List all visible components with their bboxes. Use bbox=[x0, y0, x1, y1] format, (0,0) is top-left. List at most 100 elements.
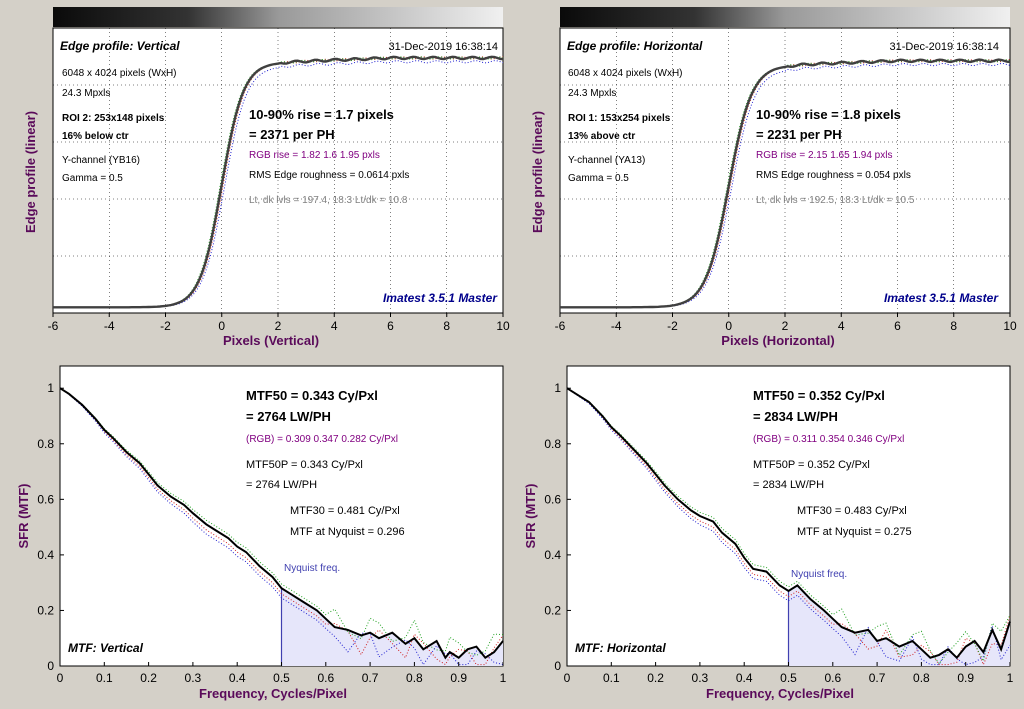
edge-vertical-gamma: Gamma = 0.5 bbox=[62, 173, 123, 184]
grayscale-strip-left bbox=[53, 7, 503, 27]
mtf-horizontal-rgb-line bbox=[566, 387, 1011, 666]
edge-horizontal-levels: Lt, dk lvls = 192.5, 18.3 Lt/dk = 10.5 bbox=[756, 195, 915, 206]
edge-horizontal-edge-line bbox=[560, 62, 1011, 308]
edge-vertical-mp: 24.3 Mpxls bbox=[62, 88, 110, 99]
edge-horizontal-x-ticks: -6 -4 -2 0 2 4 6 8 10 bbox=[555, 313, 1017, 333]
edge-vertical-curves bbox=[53, 55, 504, 309]
mtf-horizontal-xlabel: Frequency, Cycles/Pixel bbox=[706, 686, 854, 701]
mtf-vertical-y-tick-label: 0.6 bbox=[37, 492, 54, 506]
edge-horizontal-x-tick-label: -6 bbox=[555, 319, 566, 333]
edge-horizontal-dims: 6048 x 4024 pixels (WxH) bbox=[568, 68, 683, 79]
mtf-vertical-x-tick-label: 0 bbox=[57, 671, 64, 685]
mtf-horizontal-x-tick-label: 0.1 bbox=[603, 671, 620, 685]
mtf-horizontal-title: MTF: Horizontal bbox=[575, 641, 666, 655]
mtf-vertical-y-tick-label: 0 bbox=[47, 659, 54, 673]
edge-horizontal-x-tick-label: 8 bbox=[950, 319, 957, 333]
edge-vertical-edge-line bbox=[53, 55, 504, 309]
edge-vertical-rise: 10-90% rise = 1.7 pixels bbox=[249, 107, 394, 122]
edge-horizontal-x-tick-label: 2 bbox=[782, 319, 789, 333]
edge-horizontal-plot-area bbox=[559, 27, 1011, 314]
mtf-vertical-x-tick-label: 0.1 bbox=[96, 671, 113, 685]
mtf-vertical-y-ticks: 0 0.2 0.4 0.6 0.8 1 bbox=[37, 381, 64, 673]
mtf-horizontal-x-tick-label: 0.8 bbox=[913, 671, 930, 685]
edge-horizontal-rise: 10-90% rise = 1.8 pixels bbox=[756, 107, 901, 122]
edge-horizontal-ylabel: Edge profile (linear) bbox=[530, 111, 545, 233]
mtf-horizontal-nyquist-value: MTF at Nyquist = 0.275 bbox=[797, 526, 912, 538]
mtf-vertical-nyquist-region bbox=[280, 588, 503, 666]
edge-vertical-per-ph: = 2371 per PH bbox=[249, 127, 335, 142]
mtf-vertical-x-tick-label: 0.5 bbox=[273, 671, 290, 685]
edge-horizontal-rms: RMS Edge roughness = 0.054 pxls bbox=[756, 170, 911, 181]
mtf-vertical-mtf50p: MTF50P = 0.343 Cy/Pxl bbox=[246, 459, 363, 471]
mtf-horizontal-mtf-line bbox=[566, 387, 1011, 660]
edge-vertical-x-tick-label: 8 bbox=[443, 319, 450, 333]
mtf-vertical-x-tick-label: 1 bbox=[500, 671, 507, 685]
mtf-horizontal-mtf50p: MTF50P = 0.352 Cy/Pxl bbox=[753, 459, 870, 471]
mtf-vertical-rgb: (RGB) = 0.309 0.347 0.282 Cy/Pxl bbox=[246, 434, 398, 445]
mtf-horizontal-y-tick-label: 0.2 bbox=[544, 603, 561, 617]
edge-vertical-brand: Imatest 3.5.1 Master bbox=[383, 291, 498, 305]
mtf-vertical-ylabel: SFR (MTF) bbox=[16, 484, 31, 549]
edge-horizontal-x-tick-label: 10 bbox=[1003, 319, 1017, 333]
mtf-horizontal-mtf30: MTF30 = 0.483 Cy/Pxl bbox=[797, 505, 907, 517]
mtf-vertical-y-tick-label: 1 bbox=[47, 381, 54, 395]
mtf-vertical-y-tick-label: 0.4 bbox=[37, 548, 54, 562]
edge-horizontal-roi: ROI 1: 153x254 pixels bbox=[568, 113, 671, 124]
edge-horizontal-xlabel: Pixels (Horizontal) bbox=[721, 333, 834, 348]
mtf-vertical-nyquist-fill bbox=[281, 588, 503, 666]
mtf-vertical-nyquist-label: Nyquist freq. bbox=[284, 563, 340, 574]
mtf-vertical-mtf50: MTF50 = 0.343 Cy/Pxl bbox=[246, 388, 378, 403]
mtf-vertical-x-tick-label: 0.3 bbox=[185, 671, 202, 685]
edge-vertical-title: Edge profile: Vertical bbox=[60, 39, 180, 53]
edge-vertical-x-tick-label: -4 bbox=[104, 319, 115, 333]
mtf-vertical-lwph: = 2764 LW/PH bbox=[246, 409, 331, 424]
mtf-vertical-mtf-line bbox=[59, 387, 504, 660]
mtf-horizontal-mtf50: MTF50 = 0.352 Cy/Pxl bbox=[753, 388, 885, 403]
edge-horizontal-curves bbox=[560, 58, 1011, 309]
mtf-vertical-x-tick-label: 0.4 bbox=[229, 671, 246, 685]
mtf-horizontal-lwph2: = 2834 LW/PH bbox=[753, 479, 824, 491]
edge-horizontal-x-tick-label: -4 bbox=[611, 319, 622, 333]
mtf-horizontal-x-tick-label: 0.3 bbox=[692, 671, 709, 685]
edge-vertical-x-tick-label: 0 bbox=[218, 319, 225, 333]
edge-vertical-x-tick-label: 2 bbox=[275, 319, 282, 333]
mtf-horizontal-x-tick-label: 0 bbox=[564, 671, 571, 685]
mtf-horizontal-curves bbox=[566, 387, 1011, 666]
mtf-vertical-panel: 0 0.1 0.2 0.3 0.4 0.5 0.6 0.7 0.8 0.9 1 0 0.2 0.4 0.6… bbox=[16, 365, 507, 701]
edge-vertical-panel: -6 -4 -2 0 2 4 6 8 10 Edge profile: Vertical 31-… bbox=[23, 27, 510, 348]
edge-vertical-x-tick-label: 4 bbox=[331, 319, 338, 333]
edge-horizontal-mp: 24.3 Mpxls bbox=[568, 88, 616, 99]
mtf-horizontal-y-tick-label: 0 bbox=[554, 659, 561, 673]
mtf-horizontal-panel: 0 0.1 0.2 0.3 0.4 0.5 0.6 0.7 0.8 0.9 1 0 0.2 0.4 0.6… bbox=[523, 365, 1014, 701]
edge-horizontal-gamma: Gamma = 0.5 bbox=[568, 173, 629, 184]
mtf-vertical-rgb-line bbox=[59, 387, 504, 666]
mtf-horizontal-ylabel: SFR (MTF) bbox=[523, 484, 538, 549]
mtf-vertical-x-ticks: 0 0.1 0.2 0.3 0.4 0.5 0.6 0.7 0.8 0.9 1 bbox=[57, 662, 507, 685]
mtf-horizontal-x-tick-label: 0.2 bbox=[647, 671, 664, 685]
edge-vertical-rms: RMS Edge roughness = 0.0614 pxls bbox=[249, 170, 409, 181]
mtf-horizontal-x-ticks: 0 0.1 0.2 0.3 0.4 0.5 0.6 0.7 0.8 0.9 1 bbox=[564, 662, 1014, 685]
edge-vertical-x-tick-label: 6 bbox=[387, 319, 394, 333]
edge-vertical-ylabel: Edge profile (linear) bbox=[23, 111, 38, 233]
mtf-horizontal-x-tick-label: 0.7 bbox=[869, 671, 886, 685]
mtf-horizontal-x-tick-label: 0.4 bbox=[736, 671, 753, 685]
mtf-horizontal-x-tick-label: 0.6 bbox=[824, 671, 841, 685]
mtf-vertical-x-tick-label: 0.9 bbox=[450, 671, 467, 685]
edge-horizontal-location: 13% above ctr bbox=[568, 131, 635, 142]
edge-vertical-rgb-rise: RGB rise = 1.82 1.6 1.95 pxls bbox=[249, 150, 380, 161]
edge-vertical-dims: 6048 x 4024 pixels (WxH) bbox=[62, 68, 177, 79]
mtf-vertical-y-tick-label: 0.2 bbox=[37, 603, 54, 617]
mtf-vertical-lwph2: = 2764 LW/PH bbox=[246, 479, 317, 491]
edge-horizontal-rgb-rise: RGB rise = 2.15 1.65 1.94 pxls bbox=[756, 150, 892, 161]
edge-horizontal-panel: -6 -4 -2 0 2 4 6 8 10 Edge profile: Horizontal 3… bbox=[530, 27, 1017, 348]
mtf-vertical-curves bbox=[59, 387, 504, 666]
mtf-horizontal-rgb-line bbox=[566, 387, 1011, 666]
mtf-horizontal-rgb: (RGB) = 0.311 0.354 0.346 Cy/Pxl bbox=[753, 434, 904, 445]
mtf-horizontal-rgb-line bbox=[566, 387, 1011, 665]
edge-vertical-x-tick-label: 10 bbox=[496, 319, 510, 333]
mtf-horizontal-x-tick-label: 1 bbox=[1007, 671, 1014, 685]
edge-vertical-xlabel: Pixels (Vertical) bbox=[223, 333, 319, 348]
edge-horizontal-x-tick-label: 6 bbox=[894, 319, 901, 333]
edge-horizontal-x-tick-label: -2 bbox=[667, 319, 678, 333]
edge-horizontal-x-tick-label: 4 bbox=[838, 319, 845, 333]
